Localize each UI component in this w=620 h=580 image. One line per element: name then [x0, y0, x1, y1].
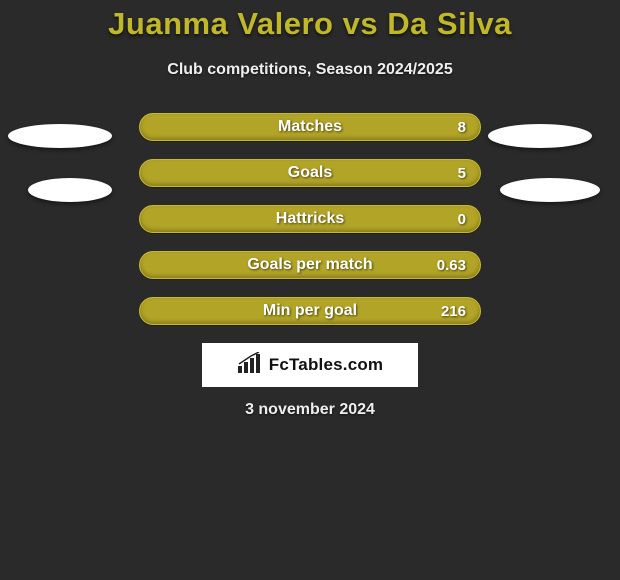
comparison-title: Juanma Valero vs Da Silva	[0, 0, 620, 42]
stat-label: Matches	[278, 118, 342, 136]
stat-row: Min per goal 216	[139, 297, 481, 325]
stat-row: Hattricks 0	[139, 205, 481, 233]
stat-row: Matches 8	[139, 113, 481, 141]
snapshot-date: 3 november 2024	[0, 401, 620, 419]
stat-value: 5	[458, 165, 466, 182]
player-avatar-right-2	[500, 178, 600, 202]
stat-row: Goals 5	[139, 159, 481, 187]
player-avatar-left-2	[28, 178, 112, 202]
stats-container: Matches 8 Goals 5 Hattricks 0 Goals per match 0…	[139, 113, 481, 325]
site-logo-text: FcTables.com	[269, 355, 384, 375]
player-avatar-left-1	[8, 124, 112, 148]
stat-label: Goals per match	[247, 256, 372, 274]
player-avatar-right-1	[488, 124, 592, 148]
stat-label: Min per goal	[263, 302, 357, 320]
bar-chart-icon	[237, 352, 263, 379]
comparison-subtitle: Club competitions, Season 2024/2025	[0, 61, 620, 79]
stat-value: 216	[441, 303, 466, 320]
stat-value: 8	[458, 119, 466, 136]
stat-label: Goals	[288, 164, 332, 182]
stat-label: Hattricks	[276, 210, 344, 228]
site-logo-box: FcTables.com	[202, 343, 418, 387]
stat-value: 0.63	[437, 257, 466, 274]
stat-value: 0	[458, 211, 466, 228]
stat-row: Goals per match 0.63	[139, 251, 481, 279]
